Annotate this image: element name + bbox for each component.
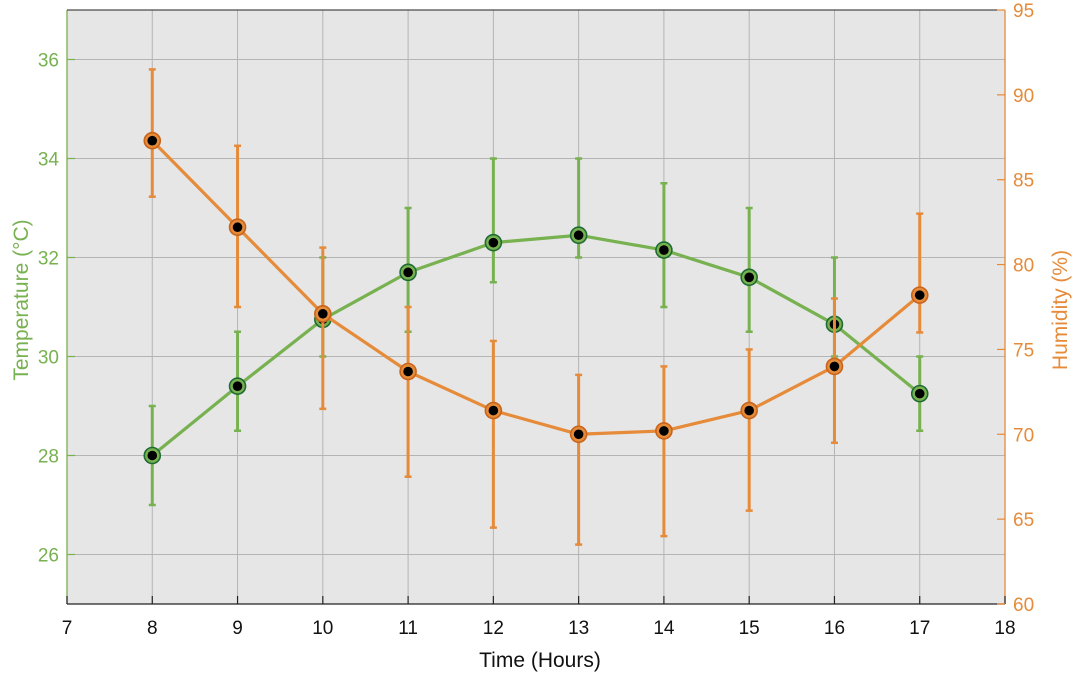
x-tick-label: 8	[147, 618, 158, 639]
data-point-center	[488, 237, 499, 248]
y-left-tick-label: 34	[38, 150, 60, 171]
x-tick-label: 14	[653, 618, 675, 639]
x-tick-label: 11	[398, 618, 418, 639]
axes	[66, 9, 1006, 605]
left-axis-title: Temperature (°C)	[10, 219, 33, 380]
x-tick-label: 17	[909, 618, 930, 639]
data-point-center	[318, 308, 328, 319]
data-point-center	[744, 272, 754, 283]
y-right-tick-label: 95	[1013, 1, 1034, 22]
data-point-center	[659, 426, 669, 436]
humidity-series	[143, 68, 929, 546]
y-right-tick-label: 80	[1013, 256, 1034, 277]
series-layer	[143, 68, 929, 546]
data-point-center	[147, 450, 158, 461]
x-tick-label: 7	[62, 618, 73, 639]
x-axis-title: Time (Hours)	[479, 649, 601, 672]
data-point-center	[232, 222, 243, 233]
x-tick-label: 12	[483, 618, 504, 639]
data-point-center	[403, 267, 413, 278]
data-point-center	[829, 361, 840, 372]
right-axis-title: Humidity (%)	[1049, 250, 1072, 370]
plot-area	[67, 10, 1005, 604]
data-point-center	[573, 429, 584, 440]
data-point-center	[914, 388, 925, 399]
x-tick-label: 16	[824, 618, 845, 639]
x-tick-label: 9	[232, 618, 243, 639]
data-point-center	[914, 290, 925, 300]
y-right-tick-label: 70	[1013, 425, 1034, 446]
y-left-tick-label: 30	[38, 348, 59, 369]
y-right-tick-label: 75	[1013, 340, 1034, 361]
data-point-center	[403, 366, 413, 377]
y-left-tick-label: 32	[38, 249, 59, 270]
series-line	[151, 139, 921, 436]
x-tick-label: 13	[568, 618, 589, 639]
data-point-center	[488, 405, 499, 416]
y-right-tick-label: 65	[1013, 510, 1034, 531]
y-left-tick-label: 26	[38, 546, 59, 567]
y-left-tick-label: 36	[38, 51, 59, 72]
data-point-center	[744, 405, 754, 416]
x-tick-label: 18	[994, 618, 1015, 639]
data-point-center	[659, 245, 669, 255]
data-point-center	[573, 230, 584, 241]
y-right-tick-label: 90	[1013, 86, 1034, 107]
y-left-tick-label: 28	[38, 447, 59, 468]
y-right-tick-label: 60	[1013, 595, 1034, 616]
data-point-center	[147, 135, 158, 146]
data-point-center	[232, 381, 243, 392]
y-right-tick-label: 85	[1013, 171, 1034, 192]
ticks: 7 8 9 10 11 12 13 14 15 16 17 18 26 28 30 32 34 36 60 65 70 7…	[38, 1, 1034, 639]
x-tick-label: 10	[312, 618, 333, 639]
series-line	[151, 233, 921, 457]
x-tick-label: 15	[739, 618, 760, 639]
